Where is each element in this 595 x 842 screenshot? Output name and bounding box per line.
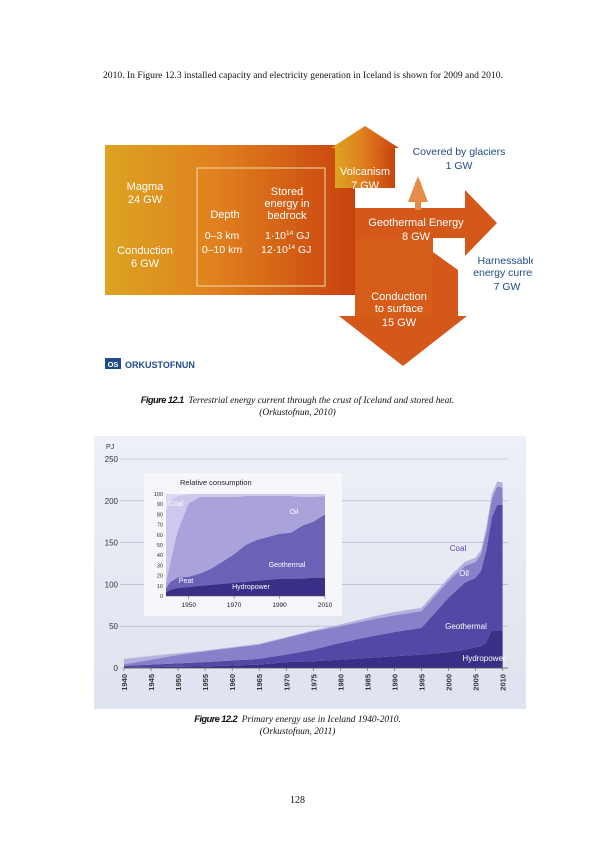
inset-area-hydropower	[166, 577, 325, 596]
x-tick-1955: 1955	[201, 674, 210, 691]
svg-text:ORKUSTOFNUN: ORKUSTOFNUN	[125, 360, 195, 370]
orkustofnun-logo: OS ORKUSTOFNUN	[105, 358, 195, 370]
inset-y-tick-50: 50	[157, 543, 163, 549]
main-area-oil	[124, 486, 503, 666]
y-tick-250: 250	[105, 455, 119, 464]
figure-2-text: Primary energy use in Iceland 1940-2010.	[241, 715, 401, 725]
volcanism-value: 7 GW	[351, 180, 380, 192]
magma-value: 24 GW	[128, 194, 163, 206]
x-tick-1975: 1975	[309, 674, 318, 691]
stored-header-2: energy in	[264, 198, 309, 210]
inset-x-tick-1990: 1990	[272, 602, 287, 609]
inset-y-tick-90: 90	[157, 502, 163, 508]
surface-label-1: Conduction	[371, 291, 427, 303]
y-tick-0: 0	[114, 664, 119, 673]
figure-2-caption: Figure 12.2 Primary energy use in Icelan…	[0, 713, 595, 738]
y-tick-150: 150	[105, 539, 119, 548]
x-tick-1995: 1995	[417, 674, 426, 691]
y-tick-100: 100	[105, 580, 119, 589]
x-tick-1990: 1990	[390, 674, 399, 691]
inset-x-tick-2010: 2010	[318, 602, 333, 609]
x-tick-1980: 1980	[336, 674, 345, 691]
inset-label-hydropower: Hydropower	[232, 584, 270, 591]
x-tick-1940: 1940	[120, 674, 129, 691]
depth-row-2: 0–10 km	[202, 244, 243, 256]
y-axis-label: PJ	[106, 444, 114, 451]
flow-arrows	[105, 126, 497, 366]
conduction-value: 6 GW	[131, 258, 160, 270]
x-tick-2010: 2010	[499, 674, 508, 691]
main-area-hydropower	[124, 630, 503, 668]
harnessable-value: 7 GW	[494, 281, 521, 293]
inset-label-geothermal: Geothermal	[269, 562, 306, 569]
figure-1-label: Figure 12.1	[140, 394, 185, 405]
x-tick-1965: 1965	[255, 674, 264, 691]
surface-value: 15 GW	[382, 317, 417, 329]
inset-y-tick-10: 10	[157, 584, 163, 590]
harnessable-label-2: energy current	[473, 267, 533, 279]
inset-label-coal: Coal	[169, 501, 184, 508]
depth-row-1: 0–3 km	[205, 230, 240, 242]
inset-x-tick-1970: 1970	[227, 602, 242, 609]
y-tick-50: 50	[109, 622, 118, 631]
glacier-arrow	[408, 176, 428, 202]
inset-y-tick-100: 100	[154, 492, 163, 498]
figure-2-label: Figure 12.2	[194, 713, 238, 724]
svg-text:OS: OS	[108, 360, 119, 369]
conduction-label: Conduction	[117, 245, 173, 257]
energy-flow-diagram: Magma 24 GW Conduction 6 GW Depth 0–3 km…	[105, 126, 533, 370]
volcanism-label: Volcanism	[340, 166, 390, 178]
surface-label-2: to surface	[375, 303, 423, 315]
main-label-coal: Coal	[450, 544, 467, 553]
inset-area-oil	[166, 496, 325, 588]
inset-title: Relative consumption	[180, 478, 252, 487]
x-tick-1960: 1960	[228, 674, 237, 691]
stored-heat-box	[196, 167, 326, 287]
figure-2-source: (Orkustofnun, 2011)	[259, 727, 336, 737]
figure-1-caption: Figure 12.1 Terrestrial energy current t…	[0, 394, 595, 419]
glaciers-value: 1 GW	[446, 160, 473, 172]
page-number: 128	[290, 795, 305, 806]
stored-row-1: 1·1014 GJ	[265, 230, 310, 242]
figure-1-source: (Orkustofnun, 2010)	[259, 408, 336, 418]
glaciers-label: Covered by glaciers	[413, 146, 506, 158]
geothermal-value: 8 GW	[402, 231, 431, 243]
inset-y-tick-30: 30	[157, 563, 163, 569]
inset-y-tick-70: 70	[157, 523, 163, 529]
x-tick-1985: 1985	[363, 674, 372, 691]
body-paragraph: 2010. In Figure 12.3 installed capacity …	[103, 70, 503, 81]
figure-1-text: Terrestrial energy current through the c…	[188, 396, 455, 406]
x-tick-1950: 1950	[174, 674, 183, 691]
y-tick-200: 200	[105, 497, 119, 506]
main-label-oil: Oil	[459, 569, 469, 578]
stored-row-2: 12·1014 GJ	[261, 244, 311, 256]
main-label-hydropower: Hydropower	[462, 654, 505, 663]
depth-header: Depth	[210, 209, 239, 221]
geothermal-label: Geothermal Energy	[368, 217, 464, 229]
stored-header-3: bedrock	[267, 210, 307, 222]
harnessable-label-1: Harnessable	[478, 255, 533, 267]
inset-y-tick-0: 0	[160, 594, 163, 600]
inset-label-peat: Peat	[179, 578, 193, 585]
inset-area-coal	[166, 494, 325, 583]
inset-y-tick-20: 20	[157, 574, 163, 580]
inset-y-tick-40: 40	[157, 553, 163, 559]
stored-header-1: Stored	[271, 186, 303, 198]
inset-y-tick-80: 80	[157, 512, 163, 518]
x-tick-1970: 1970	[282, 674, 291, 691]
magma-label: Magma	[127, 181, 165, 193]
x-tick-2000: 2000	[445, 674, 454, 691]
x-tick-1945: 1945	[147, 674, 156, 691]
inset-y-tick-60: 60	[157, 533, 163, 539]
main-label-geothermal: Geothermal	[445, 622, 487, 631]
inset-area-geothermal	[166, 514, 325, 592]
inset-x-tick-1950: 1950	[181, 602, 196, 609]
x-tick-2005: 2005	[472, 674, 481, 691]
inset-label-oil: Oil	[290, 509, 299, 516]
